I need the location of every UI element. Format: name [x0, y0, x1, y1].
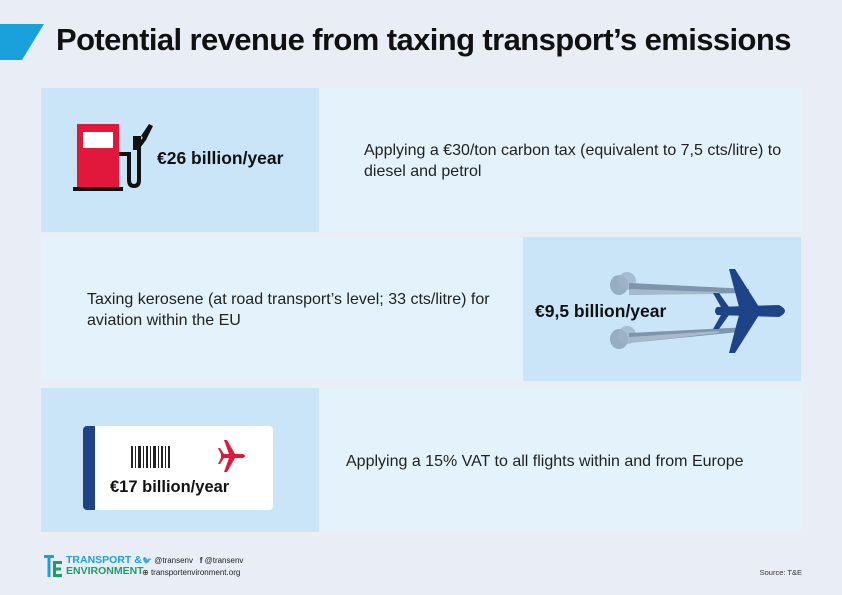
website-link[interactable]: transportenvironment.org — [150, 568, 241, 577]
twitter-handle[interactable]: @transenv — [154, 556, 194, 565]
facebook-handle[interactable]: @transenv — [204, 556, 244, 565]
plane-ticket-icon: €17 billion/year — [83, 426, 273, 510]
fuel-pump-icon — [73, 124, 153, 191]
row-kerosene-tax: Taxing kerosene (at road transport’s lev… — [41, 237, 801, 381]
ticket-strip — [83, 426, 95, 510]
row-vat-flights: €17 billion/year Applying a 15% VAT to a… — [41, 388, 801, 532]
brand-name: TRANSPORT & ENVIRONMENT — [66, 555, 144, 577]
vat-flights-amount: €17 billion/year — [110, 478, 230, 496]
kerosene-tax-description: Taxing kerosene (at road transport’s lev… — [87, 291, 490, 329]
te-logo-icon — [44, 555, 62, 577]
globe-icon: ⊕ — [142, 568, 149, 577]
red-plane-icon — [218, 440, 245, 472]
fuel-tax-panel: €26 billion/year — [41, 88, 319, 232]
social-links: 🐦 @transenv f @transenv ⊕ transportenvir… — [142, 555, 243, 579]
row-fuel-tax: €26 billion/year Applying a €30/ton carb… — [41, 88, 801, 232]
vat-flights-description: Applying a 15% VAT to all flights within… — [346, 453, 744, 470]
fuel-tax-amount: €26 billion/year — [157, 148, 284, 168]
kerosene-tax-amount: €9,5 billion/year — [535, 301, 667, 321]
twitter-icon: 🐦 — [142, 556, 152, 565]
vat-flights-panel: €17 billion/year — [41, 388, 319, 532]
source-note: Source: T&E — [759, 568, 802, 577]
airplane-icon — [610, 269, 785, 353]
kerosene-tax-panel: €9,5 billion/year — [523, 237, 801, 381]
title-accent — [0, 24, 44, 60]
fuel-tax-description: Applying a €30/ton carbon tax (equivalen… — [364, 142, 782, 180]
barcode-icon — [131, 446, 170, 468]
brand-line-1: TRANSPORT & — [66, 554, 142, 566]
facebook-icon: f — [199, 556, 203, 565]
page-title: Potential revenue from taxing transport’… — [56, 22, 791, 57]
brand-line-2: ENVIRONMENT — [66, 565, 144, 577]
